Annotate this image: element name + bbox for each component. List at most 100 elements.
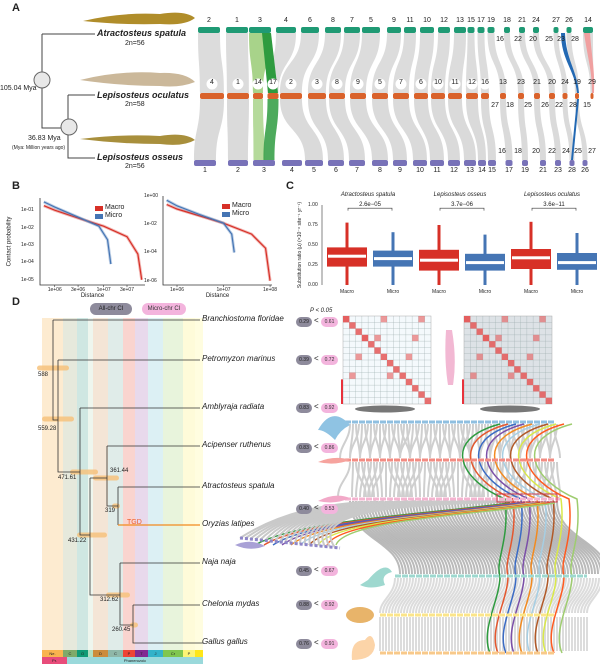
synteny-ribbon [549,99,561,160]
synteny-ribbon [529,577,546,614]
period-label: Ne. [49,651,56,656]
chromosome-label-middle: 28 [569,102,577,109]
synteny-ribbon [459,423,471,459]
y-tick-label: 1.00 [308,202,318,208]
chromosome-label-top: 17 [477,17,485,24]
synteny-ribbon [460,461,473,498]
synteny-ribbon [586,584,600,614]
heatmap-cell [476,353,483,360]
chromosome-label-middle: 7 [399,79,403,86]
synteny-ribbon [403,577,420,614]
karyotype-label: 2n=56 [125,40,145,47]
less-than-sign: < [314,316,319,325]
chromosome-label-middle: 29 [588,79,596,86]
chromosome-label-circle [395,78,407,90]
synteny-ribbon [553,500,600,562]
synteny-ribbon [350,99,388,160]
synteny-ribbon [363,461,372,498]
synteny-ribbon [372,33,401,93]
chromosome-bar-top [454,27,466,33]
panel-label-c: C [286,180,294,192]
synteny-ribbon [253,99,265,160]
synteny-ribbon [308,33,341,93]
heatmap-diagonal-cell [489,341,496,348]
chromosome-label-middle: 1 [236,79,240,86]
heatmap-diagonal-cell [412,385,419,392]
geologic-period-cell [148,650,163,657]
x-tick-label: Micro [478,289,492,295]
synteny-ribbon [562,99,575,160]
chromosome-bar-bottom [464,160,476,166]
synteny-ribbon [391,500,443,575]
synteny-ribbon [439,461,447,498]
box-median [328,254,366,258]
synteny-ribbon [580,577,597,614]
chromosome-label-circle [285,78,297,90]
synteny-ribbon [382,500,434,575]
synteny-ribbon [280,99,323,160]
y-tick-label: 1e-01 [21,207,34,214]
synteny-plot-a [194,27,595,166]
chromosome-label-circle [415,78,427,90]
geologic-period-band [63,318,77,651]
panel-label-b: B [12,180,20,192]
synteny-ribbon [339,423,351,459]
all-chr-ci-value: 0.83 [296,403,312,413]
synteny-ribbon [529,500,581,575]
fish-silhouette-icon [355,405,415,413]
chromosome-bar-bottom [582,160,588,166]
synteny-ribbon [511,577,528,614]
synteny-ribbon-colored [485,423,531,654]
heatmap-marker [462,379,464,404]
synteny-ribbon [382,577,399,614]
synteny-ribbon [435,461,444,498]
synteny-ribbon [263,99,279,160]
ray-silhouette-icon [318,416,350,440]
node-age-label: 361.44 [110,468,129,474]
geologic-period-band [135,318,148,651]
synteny-ribbon [535,577,552,614]
synteny-ribbon [406,577,423,614]
heatmap-cell [533,334,540,342]
synteny-ribbon [401,461,411,498]
synteny-ribbon [393,33,416,93]
synteny-ribbon [484,500,536,575]
chromosome-label-bottom: 10 [416,167,424,174]
node-age-inner: 36.83 Mya [28,135,61,142]
synteny-ribbon [465,461,471,498]
chromosome-bar-top [566,27,572,33]
synteny-ribbon-colored [461,423,507,654]
synteny-ribbon [412,500,464,575]
eon-cell-phanerozoic [67,657,203,664]
chromosome-label-bottom: 22 [548,148,556,155]
chromosome-label-middle: 25 [524,102,532,109]
chromosome-bar-top [583,27,593,33]
series-line-macro [43,205,143,280]
x-axis-label: Distance [205,293,230,299]
synteny-ribbon [541,577,558,614]
y-tick-label: 0.25 [308,262,318,268]
synteny-ribbon [385,500,437,575]
less-than-sign: < [314,599,319,608]
geologic-period-cell [108,650,123,657]
synteny-ribbon [389,461,393,498]
synteny-ribbon [562,577,579,614]
chromosome-label-bottom: 15 [488,167,496,174]
species-label: Naja naja [202,557,236,566]
chromosome-label-top: 21 [518,17,526,24]
node-age-label: 471.61 [58,475,77,481]
synteny-ribbon [445,577,462,614]
chromosome-label-middle: 10 [434,79,442,86]
group-title: Lepisosteus oculatus [523,192,581,198]
synteny-ribbon [367,461,375,498]
heatmap-cell [482,334,490,342]
chromosome-bar-middle [414,93,428,99]
synteny-ribbon [409,461,423,498]
chromosome-bar-top [533,27,539,33]
chromosome-bar-bottom [372,160,388,166]
fish-osseus-icon [80,134,195,145]
synteny-ribbon [427,577,444,614]
chromosome-bar-bottom [228,160,248,166]
chromosome-bar-bottom [430,160,444,166]
x-tick-label: 1e+08 [263,287,278,293]
